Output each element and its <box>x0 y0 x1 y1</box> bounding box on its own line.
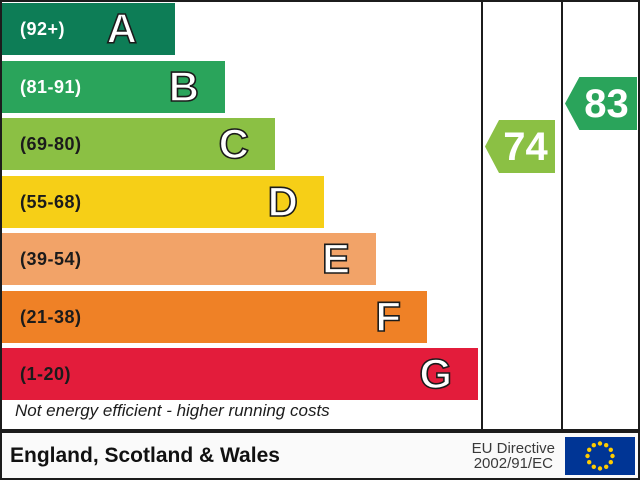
potential-rating-arrow: 83 <box>565 77 637 130</box>
band-d-letter: D <box>267 178 299 225</box>
band-g-range-label: (1-20) <box>20 363 72 384</box>
current-rating-arrow: 74 <box>485 120 555 173</box>
footer-bar: England, Scotland & Wales EU Directive 2… <box>0 431 640 480</box>
band-e-range-label: (39-54) <box>20 248 82 269</box>
band-e-letter: E <box>321 235 351 282</box>
band-row-c: (69-80) C <box>2 118 275 170</box>
band-d-range-label: (55-68) <box>20 191 82 212</box>
band-a-letter: A <box>106 5 138 52</box>
potential-rating-value: 83 <box>584 81 629 126</box>
band-b-letter: B <box>168 63 200 110</box>
eu-directive-text: EU Directive 2002/91/EC <box>472 441 555 471</box>
potential-column-divider <box>561 2 563 429</box>
eu-directive-line1: EU Directive <box>471 439 555 457</box>
band-f-letter: F <box>375 293 402 340</box>
band-row-f: (21-38) F <box>2 291 427 343</box>
band-row-d: (55-68) D <box>2 176 324 228</box>
band-c-letter: C <box>218 120 250 167</box>
not-energy-efficient-caption: Not energy efficient - higher running co… <box>15 401 330 420</box>
band-row-a: (92+) A <box>2 3 175 55</box>
band-c-range-label: (69-80) <box>20 133 82 154</box>
band-g-letter: G <box>419 350 453 397</box>
current-column-divider <box>481 2 483 429</box>
band-f-range-label: (21-38) <box>20 306 82 327</box>
band-row-b: (81-91) B <box>2 61 225 113</box>
band-b-range-label: (81-91) <box>20 76 82 97</box>
band-row-e: (39-54) E <box>2 233 376 285</box>
eu-flag-icon <box>565 436 635 475</box>
band-a-range-label: (92+) <box>20 18 66 39</box>
region-title: England, Scotland & Wales <box>10 443 280 467</box>
eu-directive-line2: 2002/91/EC <box>473 454 553 472</box>
current-rating-value: 74 <box>503 124 548 169</box>
energy-efficiency-rating-chart: (92+) A (81-91) B (69-80) C (55-68) D (3… <box>0 0 640 431</box>
band-row-g: (1-20) G <box>2 348 478 400</box>
